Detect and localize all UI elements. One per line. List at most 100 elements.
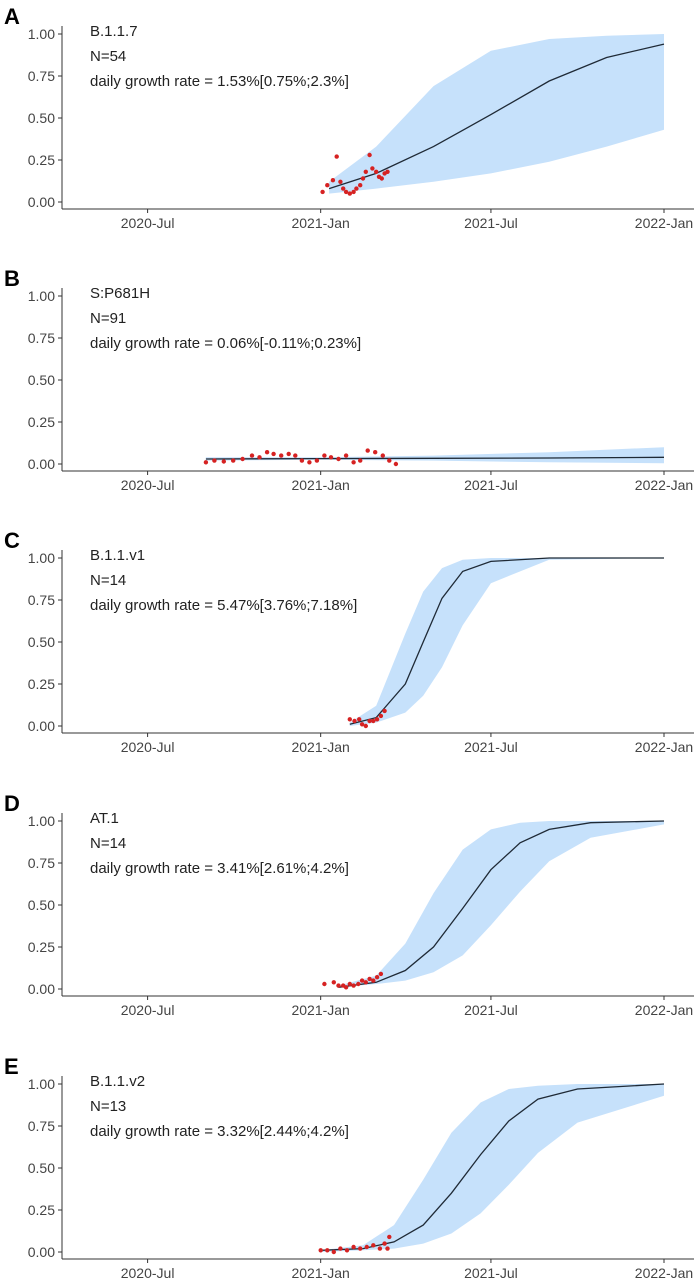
data-point xyxy=(378,713,384,719)
data-point xyxy=(370,166,375,171)
x-tick-label: 2022-Jan xyxy=(635,1002,693,1018)
data-point xyxy=(367,152,372,158)
annotation-text: daily growth rate = 0.06%[-0.11%;0.23%] xyxy=(90,335,361,352)
y-tick-label: 0.25 xyxy=(28,939,55,955)
data-point xyxy=(385,169,390,174)
y-tick-label: 1.00 xyxy=(28,550,55,566)
panel-label: E xyxy=(4,1054,19,1079)
data-point xyxy=(358,183,363,188)
x-tick-label: 2021-Jul xyxy=(464,1265,518,1280)
data-point xyxy=(264,450,270,455)
data-point xyxy=(320,189,325,195)
panel-b: B 0.00 0.25 0.50 0.75 1.00 2020-Jul 2021-Jan 202… xyxy=(4,266,694,493)
annotation-text: N=13 xyxy=(90,1098,126,1115)
annotation-text: N=54 xyxy=(90,48,126,65)
x-tick-label: 2021-Jan xyxy=(291,477,349,493)
data-point xyxy=(343,985,349,990)
data-point xyxy=(343,453,349,458)
data-point xyxy=(358,1246,363,1251)
data-point xyxy=(257,455,262,460)
data-point xyxy=(322,981,327,987)
data-point xyxy=(365,448,370,453)
data-point xyxy=(352,718,357,724)
panel-label: B xyxy=(4,266,20,291)
x-tick-label: 2022-Jan xyxy=(635,215,693,231)
data-point xyxy=(387,458,392,463)
data-point xyxy=(334,154,339,159)
data-point xyxy=(203,460,209,465)
x-tick-label: 2021-Jul xyxy=(464,739,518,755)
panel-c: C 0.00 0.25 0.50 0.75 1.00 2020-Jul 2021-Jan 202… xyxy=(4,528,694,755)
data-point xyxy=(393,461,399,467)
annotation-text: N=91 xyxy=(90,310,126,327)
y-tick-label: 0.00 xyxy=(28,194,55,210)
data-point xyxy=(382,708,387,714)
data-point xyxy=(314,458,320,463)
data-point xyxy=(358,458,363,463)
panel-e: E 0.00 0.25 0.50 0.75 1.00 2020-Jul 2021-Jan 202… xyxy=(4,1054,694,1281)
annotation-text: B.1.1.v2 xyxy=(90,1073,145,1090)
x-tick-label: 2022-Jan xyxy=(635,477,693,493)
confidence-ribbon xyxy=(329,34,664,194)
panel-label: A xyxy=(4,4,20,29)
data-point xyxy=(293,453,298,458)
data-point xyxy=(330,178,336,183)
annotation-text: S:P681H xyxy=(90,285,150,302)
y-tick-label: 0.75 xyxy=(28,855,55,871)
data-point xyxy=(279,453,284,458)
data-point xyxy=(343,189,349,195)
y-tick-label: 0.75 xyxy=(28,592,55,608)
fit-line xyxy=(349,557,664,725)
data-point xyxy=(318,1248,323,1253)
data-point xyxy=(286,451,291,457)
y-tick-label: 0.00 xyxy=(28,456,55,472)
data-point xyxy=(299,458,305,463)
x-tick-label: 2022-Jan xyxy=(635,739,693,755)
y-tick-label: 0.75 xyxy=(28,68,55,84)
data-point xyxy=(380,453,385,458)
data-point xyxy=(240,456,245,462)
data-point xyxy=(347,717,352,722)
y-tick-label: 0.25 xyxy=(28,676,55,692)
y-tick-label: 1.00 xyxy=(28,288,55,304)
data-point xyxy=(336,456,341,462)
y-tick-label: 0.50 xyxy=(28,897,55,913)
y-tick-label: 1.00 xyxy=(28,26,55,42)
data-point xyxy=(360,176,366,181)
data-point xyxy=(385,1246,390,1251)
x-tick-label: 2021-Jan xyxy=(291,1002,349,1018)
data-point xyxy=(325,183,330,188)
data-point xyxy=(377,1246,383,1251)
data-point xyxy=(351,1244,356,1250)
data-point xyxy=(357,717,362,722)
x-tick-label: 2021-Jul xyxy=(464,477,518,493)
annotation-text: daily growth rate = 1.53%[0.75%;2.3%] xyxy=(90,73,349,90)
y-tick-label: 0.25 xyxy=(28,414,55,430)
data-point xyxy=(374,975,380,980)
data-point xyxy=(363,980,368,985)
y-tick-label: 1.00 xyxy=(28,1076,55,1092)
y-tick-label: 0.25 xyxy=(28,1202,55,1218)
data-point xyxy=(373,450,378,455)
data-point xyxy=(347,191,352,196)
data-point xyxy=(387,1234,392,1240)
y-tick-label: 0.75 xyxy=(28,330,55,346)
data-point xyxy=(341,186,346,191)
data-point xyxy=(382,1241,387,1246)
y-tick-label: 0.50 xyxy=(28,110,55,126)
annotation-text: AT.1 xyxy=(90,810,119,827)
x-tick-label: 2020-Jul xyxy=(121,1002,175,1018)
data-point xyxy=(271,451,276,457)
confidence-ribbon xyxy=(338,821,664,988)
data-point xyxy=(367,976,372,982)
y-tick-label: 0.00 xyxy=(28,718,55,734)
fit-line xyxy=(320,1083,665,1251)
data-point xyxy=(374,717,380,722)
data-point xyxy=(363,169,368,174)
y-tick-label: 0.00 xyxy=(28,981,55,997)
confidence-ribbon xyxy=(320,1084,664,1252)
data-point xyxy=(325,1248,330,1253)
data-point xyxy=(371,978,376,983)
